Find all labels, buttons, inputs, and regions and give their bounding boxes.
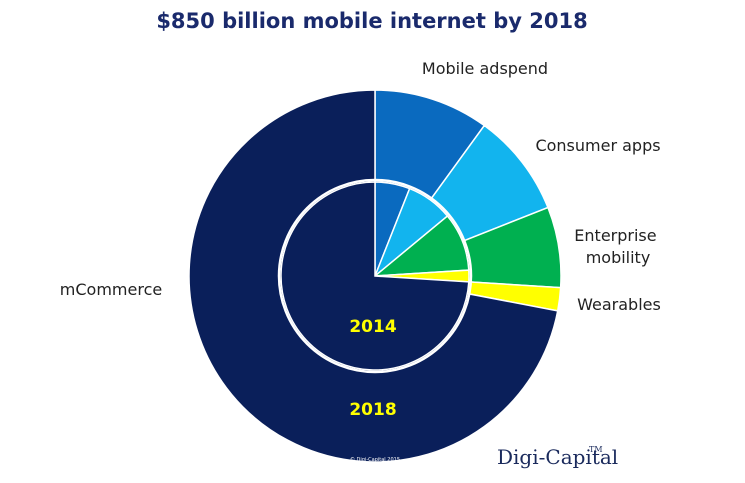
chart-title: $850 billion mobile internet by 2018 [156,9,587,33]
label-consumer-apps: Consumer apps [535,136,660,155]
label-enterprise-mobility: Enterprise mobility [574,226,661,267]
brand-name: Digi-Capital [497,445,618,469]
label-mobile-adspend: Mobile adspend [422,59,548,78]
label-mcommerce: mCommerce [60,280,162,299]
slice-2014-mcommerce [280,181,470,371]
label-2018: 2018 [349,400,396,420]
inner-pie-2014 [280,181,470,371]
copyright-text: © Digi-Capital 2015 [350,456,400,463]
inner-divider-ring [277,178,473,374]
label-2014: 2014 [349,317,396,337]
brand-tm: TM [589,445,603,454]
label-wearables: Wearables [577,295,661,314]
digi-capital-logo: Digi-Capital TM [497,445,618,469]
